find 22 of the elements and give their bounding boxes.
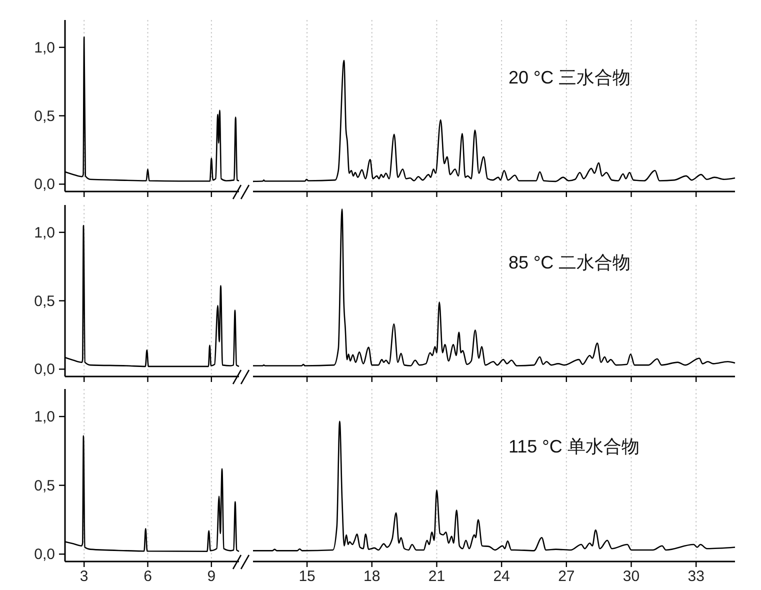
annotation: 20 °C 三水合物 <box>508 67 631 88</box>
x-tick-label: 15 <box>298 568 316 585</box>
y-tick-label: 0,5 <box>34 477 55 494</box>
x-tick-label: 30 <box>622 568 640 585</box>
x-tick-label: 6 <box>144 568 152 585</box>
y-tick-label: 0,5 <box>34 292 55 310</box>
x-tick-label: 33 <box>688 568 704 585</box>
y-tick-label: 1,0 <box>34 224 55 242</box>
x-tick-label: 18 <box>364 568 380 585</box>
y-tick-label: 1,0 <box>34 408 55 426</box>
y-tick-label: 0,0 <box>34 176 55 194</box>
x-tick-label: 9 <box>207 568 216 585</box>
annotation: 85 °C 二水合物 <box>508 252 631 272</box>
y-tick-label: 0,0 <box>34 361 55 378</box>
y-tick-label: 0,0 <box>34 546 55 564</box>
y-tick-label: 0,5 <box>34 108 55 125</box>
x-tick-label: 3 <box>80 568 88 585</box>
x-tick-label: 27 <box>558 568 575 585</box>
x-tick-label: 21 <box>428 568 446 585</box>
x-tick-label: 24 <box>493 568 510 585</box>
y-tick-label: 1,0 <box>34 39 55 56</box>
annotation: 115 °C 单水合物 <box>508 436 640 457</box>
